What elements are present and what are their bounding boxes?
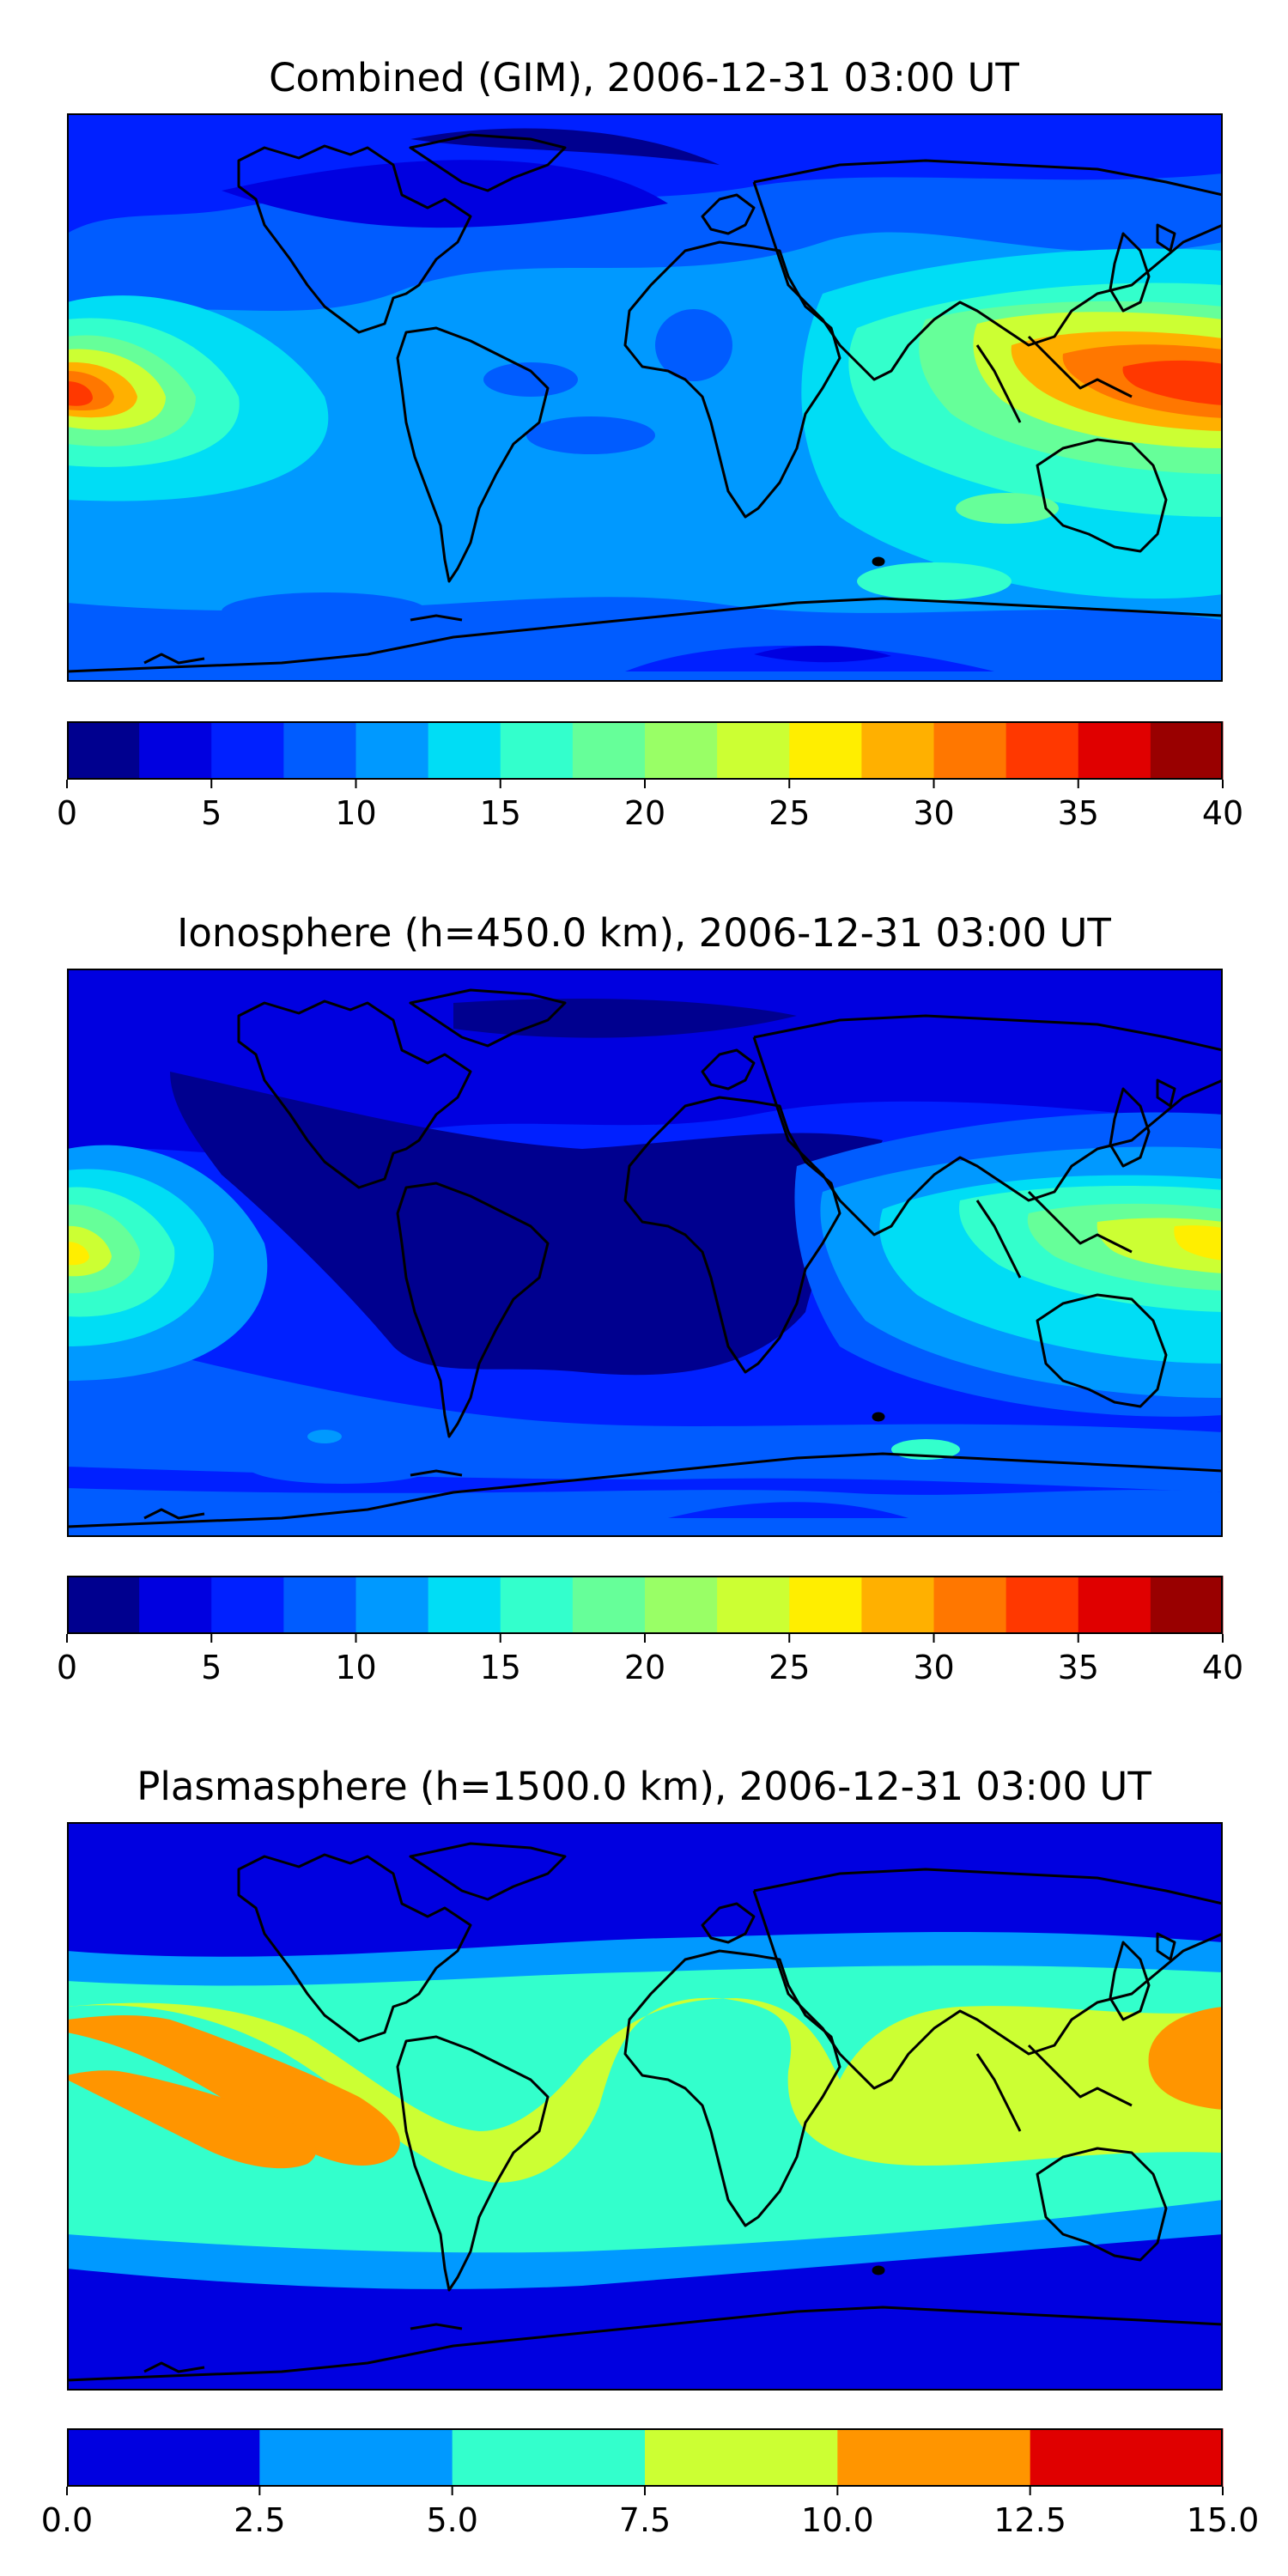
map-combined [67, 113, 1223, 682]
colorbar-plasmasphere: 0.0 2.5 5.0 7.5 10.0 12.5 15.0 [41, 2428, 1259, 2539]
colorbar-segment-ionosphere [1150, 1576, 1224, 1634]
colorbar-tick-label-ionosphere: 30 [913, 1649, 954, 1686]
map-plasmasphere [67, 1822, 1223, 2391]
colorbar-segment-combined [355, 721, 429, 780]
colorbar-tick-label-ionosphere: 35 [1058, 1649, 1099, 1686]
colorbar-tick-label-ionosphere: 40 [1202, 1649, 1243, 1686]
colorbar-segment-plasmasphere [645, 2428, 838, 2487]
colorbar-segment-combined [283, 721, 356, 780]
colorbar-tick-label-plasmasphere: 7.5 [619, 2501, 671, 2539]
map-frame-plasmasphere [67, 1822, 1223, 2391]
colorbar-segment-ionosphere [717, 1576, 790, 1634]
colorbar-tick-label-plasmasphere: 15.0 [1187, 2501, 1260, 2539]
colorbar-tick-label-plasmasphere: 0.0 [41, 2501, 93, 2539]
colorbar-segment-combined [861, 721, 934, 780]
colorbar-segment-ionosphere [283, 1576, 356, 1634]
colorbar-segment-ionosphere [789, 1576, 862, 1634]
colorbar-combined: 0 5 10 15 20 25 30 35 40 [57, 721, 1243, 832]
colorbar-segment-ionosphere [139, 1576, 212, 1634]
colorbar-tick-label-combined: 15 [480, 794, 521, 832]
colorbar-segment-combined [139, 721, 212, 780]
colorbar-tick-label-ionosphere: 0 [57, 1649, 77, 1686]
colorbar-tick-label-combined: 0 [57, 794, 77, 832]
tec-fill-plasmasphere [67, 1822, 1223, 2391]
colorbar-tick-label-combined: 40 [1202, 794, 1243, 832]
colorbar-segment-ionosphere [1078, 1576, 1151, 1634]
colorbar-tick-label-plasmasphere: 12.5 [993, 2501, 1066, 2539]
map-title-combined: Combined (GIM), 2006-12-31 03:00 UT [269, 55, 1019, 100]
colorbar-tick-label-combined: 30 [913, 794, 954, 832]
colorbar-segment-ionosphere [933, 1576, 1007, 1634]
colorbar-tick-label-ionosphere: 5 [201, 1649, 222, 1686]
colorbar-frame-plasmasphere [67, 2428, 1223, 2487]
colorbar-segment-combined [428, 721, 501, 780]
colorbar-tick-label-combined: 5 [201, 794, 222, 832]
colorbar-tick-label-combined: 20 [624, 794, 665, 832]
colorbar-segment-plasmasphere [259, 2428, 453, 2487]
colorbar-segment-ionosphere [67, 1576, 140, 1634]
map-ionosphere [67, 969, 1223, 1537]
colorbar-segment-ionosphere [645, 1576, 718, 1634]
map-title-ionosphere: Ionosphere (h=450.0 km), 2006-12-31 03:0… [177, 910, 1111, 956]
coastlines-combined [67, 133, 1223, 673]
colorbar-segment-combined [1078, 721, 1151, 780]
colorbar-tick-label-combined: 35 [1058, 794, 1099, 832]
colorbar-segment-plasmasphere [452, 2428, 646, 2487]
colorbar-tick-label-ionosphere: 15 [480, 1649, 521, 1686]
colorbar-segment-plasmasphere [1030, 2428, 1224, 2487]
colorbar-tick-label-ionosphere: 25 [769, 1649, 810, 1686]
colorbar-tick-label-combined: 25 [769, 794, 810, 832]
colorbar-tick-label-plasmasphere: 10.0 [801, 2501, 874, 2539]
colorbar-frame-combined [67, 721, 1223, 780]
colorbar-segment-ionosphere [572, 1576, 646, 1634]
colorbar-segment-combined [67, 721, 140, 780]
tec-fill-ionosphere [67, 969, 1223, 1537]
colorbar-tick-label-ionosphere: 10 [335, 1649, 376, 1686]
coastlines-ionosphere [67, 988, 1223, 1528]
colorbar-segment-ionosphere [861, 1576, 934, 1634]
colorbar-segment-plasmasphere [837, 2428, 1031, 2487]
colorbar-segment-combined [1005, 721, 1079, 780]
colorbar-segment-combined [645, 721, 718, 780]
colorbar-segment-ionosphere [500, 1576, 574, 1634]
colorbar-segment-ionosphere [211, 1576, 284, 1634]
map-frame-combined [67, 113, 1223, 682]
colorbar-segment-ionosphere [1005, 1576, 1079, 1634]
colorbar-segment-ionosphere [355, 1576, 429, 1634]
colorbar-frame-ionosphere [67, 1576, 1223, 1634]
colorbar-tick-label-combined: 10 [335, 794, 376, 832]
colorbar-tick-label-plasmasphere: 2.5 [234, 2501, 285, 2539]
colorbar-tick-label-plasmasphere: 5.0 [426, 2501, 477, 2539]
colorbar-segment-ionosphere [428, 1576, 501, 1634]
coastlines-plasmasphere [67, 1842, 1223, 2382]
colorbar-segment-combined [500, 721, 574, 780]
colorbar-segment-combined [933, 721, 1007, 780]
colorbar-segment-combined [572, 721, 646, 780]
colorbar-ionosphere: 0 5 10 15 20 25 30 35 40 [57, 1576, 1243, 1686]
colorbar-tick-label-ionosphere: 20 [624, 1649, 665, 1686]
colorbar-segment-plasmasphere [67, 2428, 260, 2487]
tec-fill-combined [67, 113, 1223, 682]
colorbar-segment-combined [789, 721, 862, 780]
map-title-plasmasphere: Plasmasphere (h=1500.0 km), 2006-12-31 0… [137, 1764, 1151, 1809]
colorbar-segment-combined [717, 721, 790, 780]
colorbar-segment-combined [1150, 721, 1224, 780]
colorbar-segment-combined [211, 721, 284, 780]
map-frame-ionosphere [67, 969, 1223, 1537]
